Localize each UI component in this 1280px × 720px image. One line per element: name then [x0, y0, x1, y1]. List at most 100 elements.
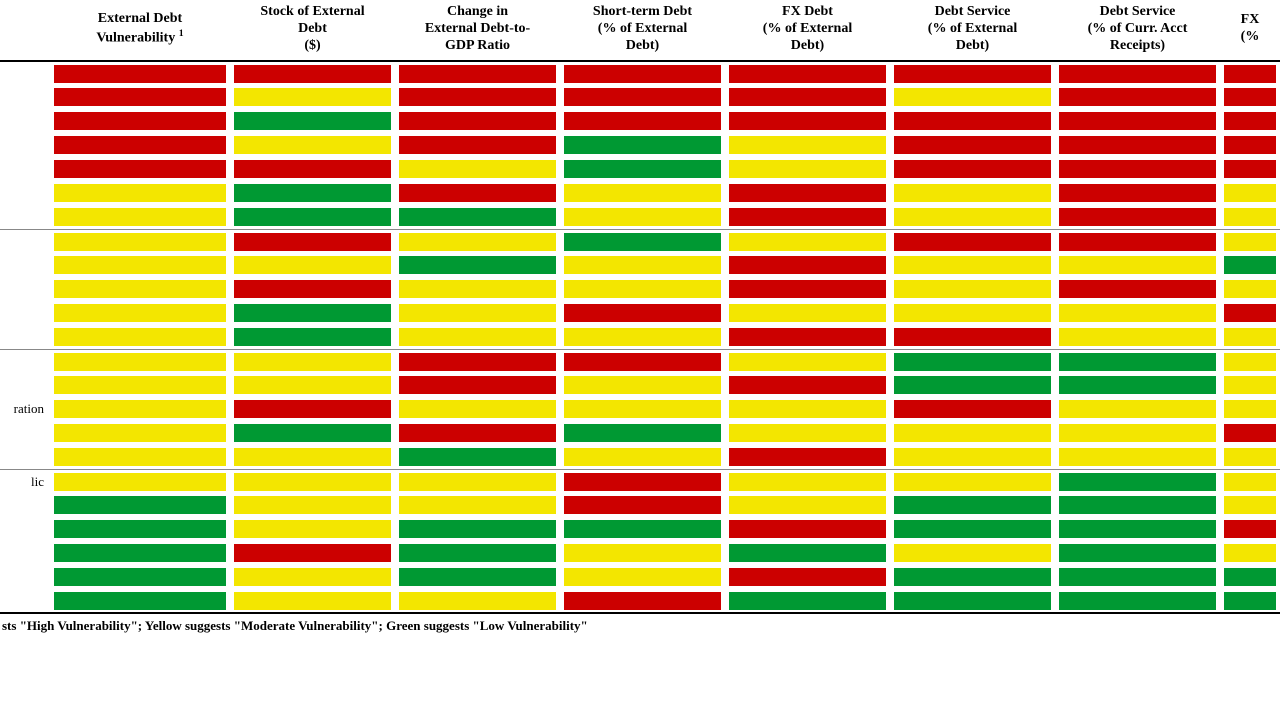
- heatmap-cell: [1055, 205, 1220, 229]
- heatmap-cell: [560, 541, 725, 565]
- heatmap-cell-fill: [729, 592, 886, 610]
- heatmap-cell-fill: [399, 376, 556, 394]
- heatmap-cell-fill: [234, 233, 391, 251]
- heatmap-cell: [1220, 397, 1280, 421]
- heatmap-cell: [1055, 85, 1220, 109]
- heatmap-cell: [50, 205, 230, 229]
- heatmap-cell-fill: [564, 592, 721, 610]
- heatmap-cell: [230, 493, 395, 517]
- table-row: [0, 517, 1280, 541]
- heatmap-cell-fill: [234, 112, 391, 130]
- heatmap-cell-fill: [1224, 88, 1276, 106]
- heatmap-cell: [230, 253, 395, 277]
- heatmap-cell-fill: [54, 208, 226, 226]
- heatmap-cell: [50, 61, 230, 85]
- heatmap-cell-fill: [894, 520, 1051, 538]
- heatmap-cell-fill: [564, 233, 721, 251]
- heatmap-cell: [1220, 469, 1280, 493]
- heatmap-cell-fill: [894, 65, 1051, 83]
- row-label: lic: [0, 469, 50, 493]
- heatmap-cell: [725, 421, 890, 445]
- heatmap-cell: [395, 517, 560, 541]
- heatmap-cell: [560, 445, 725, 469]
- heatmap-cell: [560, 589, 725, 613]
- heatmap-cell: [560, 229, 725, 253]
- heatmap-cell-fill: [564, 424, 721, 442]
- heatmap-cell: [395, 325, 560, 349]
- heatmap-cell-fill: [729, 136, 886, 154]
- heatmap-cell: [230, 445, 395, 469]
- heatmap-cell-fill: [564, 496, 721, 514]
- heatmap-cell: [50, 493, 230, 517]
- heatmap-cell: [230, 589, 395, 613]
- heatmap-cell-fill: [54, 592, 226, 610]
- heatmap-cell-fill: [399, 353, 556, 371]
- heatmap-cell-fill: [234, 496, 391, 514]
- heatmap-cell: [560, 397, 725, 421]
- heatmap-cell-fill: [729, 256, 886, 274]
- heatmap-cell-fill: [54, 568, 226, 586]
- heatmap-cell-fill: [564, 544, 721, 562]
- heatmap-cell: [50, 301, 230, 325]
- heatmap-cell: [50, 133, 230, 157]
- header-row: External DebtVulnerability 1Stock of Ext…: [0, 0, 1280, 61]
- heatmap-cell-fill: [1059, 376, 1216, 394]
- heatmap-cell-fill: [894, 376, 1051, 394]
- heatmap-cell: [1055, 301, 1220, 325]
- heatmap-cell-fill: [399, 520, 556, 538]
- table-row: [0, 421, 1280, 445]
- table-row: [0, 373, 1280, 397]
- table-row: [0, 493, 1280, 517]
- row-label: [0, 445, 50, 469]
- heatmap-cell: [50, 85, 230, 109]
- heatmap-cell-fill: [54, 473, 226, 491]
- heatmap-cell-fill: [1224, 65, 1276, 83]
- heatmap-cell: [50, 277, 230, 301]
- heatmap-cell-fill: [1224, 520, 1276, 538]
- heatmap-cell-fill: [729, 496, 886, 514]
- heatmap-cell-fill: [894, 353, 1051, 371]
- heatmap-cell-fill: [564, 112, 721, 130]
- heatmap-cell-fill: [1059, 65, 1216, 83]
- table-row: [0, 85, 1280, 109]
- heatmap-cell: [1055, 445, 1220, 469]
- heatmap-cell: [1220, 229, 1280, 253]
- heatmap-cell: [890, 541, 1055, 565]
- heatmap-cell: [1220, 373, 1280, 397]
- heatmap-cell-fill: [894, 568, 1051, 586]
- heatmap-cell-fill: [54, 304, 226, 322]
- heatmap-cell: [230, 325, 395, 349]
- heatmap-cell-fill: [1059, 400, 1216, 418]
- heatmap-cell: [1220, 85, 1280, 109]
- heatmap-cell: [560, 157, 725, 181]
- heatmap-cell-fill: [54, 520, 226, 538]
- heatmap-cell-fill: [234, 65, 391, 83]
- heatmap-cell-fill: [564, 328, 721, 346]
- heatmap-cell: [560, 277, 725, 301]
- heatmap-cell: [890, 421, 1055, 445]
- heatmap-cell-fill: [1224, 256, 1276, 274]
- heatmap-cell: [560, 565, 725, 589]
- heatmap-cell: [1055, 421, 1220, 445]
- heatmap-cell: [395, 181, 560, 205]
- heatmap-cell-fill: [234, 136, 391, 154]
- heatmap-cell-fill: [399, 184, 556, 202]
- heatmap-cell-fill: [894, 280, 1051, 298]
- column-header: Change inExternal Debt-to-GDP Ratio: [395, 0, 560, 61]
- heatmap-cell-fill: [1224, 424, 1276, 442]
- heatmap-cell: [395, 445, 560, 469]
- heatmap-cell-fill: [564, 184, 721, 202]
- heatmap-cell-fill: [1059, 353, 1216, 371]
- heatmap-cell-fill: [399, 448, 556, 466]
- heatmap-cell: [1055, 469, 1220, 493]
- heatmap-cell-fill: [894, 184, 1051, 202]
- heatmap-cell: [560, 109, 725, 133]
- heatmap-cell: [395, 109, 560, 133]
- table-row: [0, 277, 1280, 301]
- heatmap-cell-fill: [399, 112, 556, 130]
- heatmap-cell: [560, 373, 725, 397]
- heatmap-cell: [395, 589, 560, 613]
- heatmap-cell-fill: [399, 304, 556, 322]
- table-body: rationlic: [0, 61, 1280, 613]
- heatmap-cell: [560, 133, 725, 157]
